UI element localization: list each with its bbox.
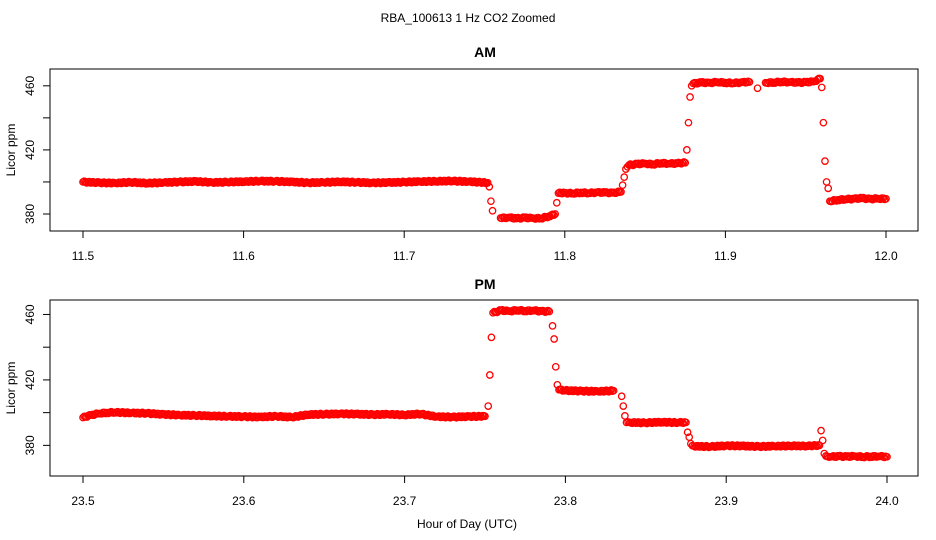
am-data-point [483, 178, 492, 187]
pm-x-tick-label: 23.5 [71, 494, 95, 508]
figure-title: RBA_100613 1 Hz CO2 Zoomed [381, 11, 556, 25]
am-panel: AM Licor ppm 11.5 11.6 11.7 11.8 11.9 12.0 38… [4, 44, 919, 263]
am-data-point [485, 182, 494, 191]
pm-data-point [487, 333, 496, 342]
am-data-point [683, 146, 691, 154]
am-data-point [625, 161, 633, 169]
pm-x-tick-label: 23.8 [554, 494, 578, 508]
pm-y-axis-label: Licor ppm [4, 362, 18, 415]
pm-x-tick-label: 23.6 [232, 494, 256, 508]
pm-data-point [621, 412, 629, 420]
pm-data-point [683, 428, 692, 437]
am-data-point [824, 184, 833, 193]
pm-data-point [545, 307, 554, 316]
am-x-tick-label: 11.5 [72, 249, 95, 263]
x-axis-label: Hour of Day (UTC) [417, 517, 517, 531]
am-y-tick-label: 460 [23, 75, 37, 95]
pm-data-point [484, 402, 493, 410]
am-x-tick-label: 11.8 [554, 249, 577, 263]
am-data-point [551, 210, 560, 218]
am-data-point [681, 158, 690, 167]
pm-data-point [609, 386, 618, 395]
am-y-tick-label: 380 [23, 204, 37, 224]
pm-y-tick-label: 420 [23, 370, 37, 390]
am-x-axis: 11.5 11.6 11.7 11.8 11.9 12.0 [72, 230, 898, 263]
am-panel-title: AM [474, 44, 496, 60]
pm-x-tick-label: 23.9 [715, 494, 739, 508]
pm-data-point [551, 362, 560, 371]
am-x-tick-label: 12.0 [874, 249, 898, 263]
pm-y-tick-label: 380 [23, 435, 37, 455]
pm-data-point [617, 392, 626, 401]
am-data-point [613, 188, 621, 197]
am-x-tick-label: 11.6 [232, 249, 255, 263]
pm-x-tick-label: 24.0 [875, 494, 899, 508]
am-data-point [617, 188, 625, 196]
pm-panel-title: PM [475, 276, 496, 292]
pm-data-point [619, 402, 628, 410]
pm-data-point [682, 418, 690, 427]
am-data-point [819, 118, 828, 127]
am-x-tick-label: 11.9 [714, 249, 737, 263]
am-y-axis-label: Licor ppm [4, 124, 18, 177]
am-data-point [882, 194, 890, 203]
am-data-point [487, 197, 495, 206]
am-data-point [488, 206, 497, 215]
am-data-point [822, 178, 831, 186]
am-data-point [552, 198, 561, 207]
pm-x-axis: 23.5 23.6 23.7 23.8 23.9 24.0 [71, 475, 899, 508]
am-data-point [684, 118, 693, 127]
pm-data-point [548, 322, 557, 330]
pm-data-point [550, 335, 558, 343]
am-y-tick-label: 420 [23, 140, 37, 160]
pm-y-tick-label: 460 [23, 304, 37, 324]
am-data-point [745, 78, 754, 86]
am-data-point [817, 83, 826, 92]
am-data-points [79, 74, 890, 223]
am-y-axis: 380 420 460 [23, 75, 51, 224]
pm-data-point [818, 436, 827, 445]
am-data-point [686, 93, 694, 101]
am-data-point [676, 159, 684, 167]
am-data-point [753, 84, 762, 93]
pm-panel: PM Licor ppm 23.5 23.6 23.7 23.8 23.9 24.0 38… [4, 276, 919, 508]
pm-data-point [481, 412, 489, 421]
pm-data-point [883, 452, 891, 461]
am-plot-frame [49, 68, 919, 232]
am-data-point [816, 74, 825, 83]
pm-data-point [485, 371, 494, 379]
am-x-tick-label: 11.7 [393, 249, 416, 263]
am-data-point [678, 159, 687, 167]
am-data-point [550, 211, 558, 219]
am-data-point [620, 173, 629, 181]
pm-data-point [542, 307, 551, 316]
am-data-point [618, 181, 627, 190]
am-data-point [821, 157, 829, 165]
pm-x-tick-label: 23.7 [393, 494, 417, 508]
pm-y-axis: 380 420 460 [23, 304, 51, 455]
pm-data-point [817, 426, 825, 435]
pm-data-points [79, 305, 891, 462]
